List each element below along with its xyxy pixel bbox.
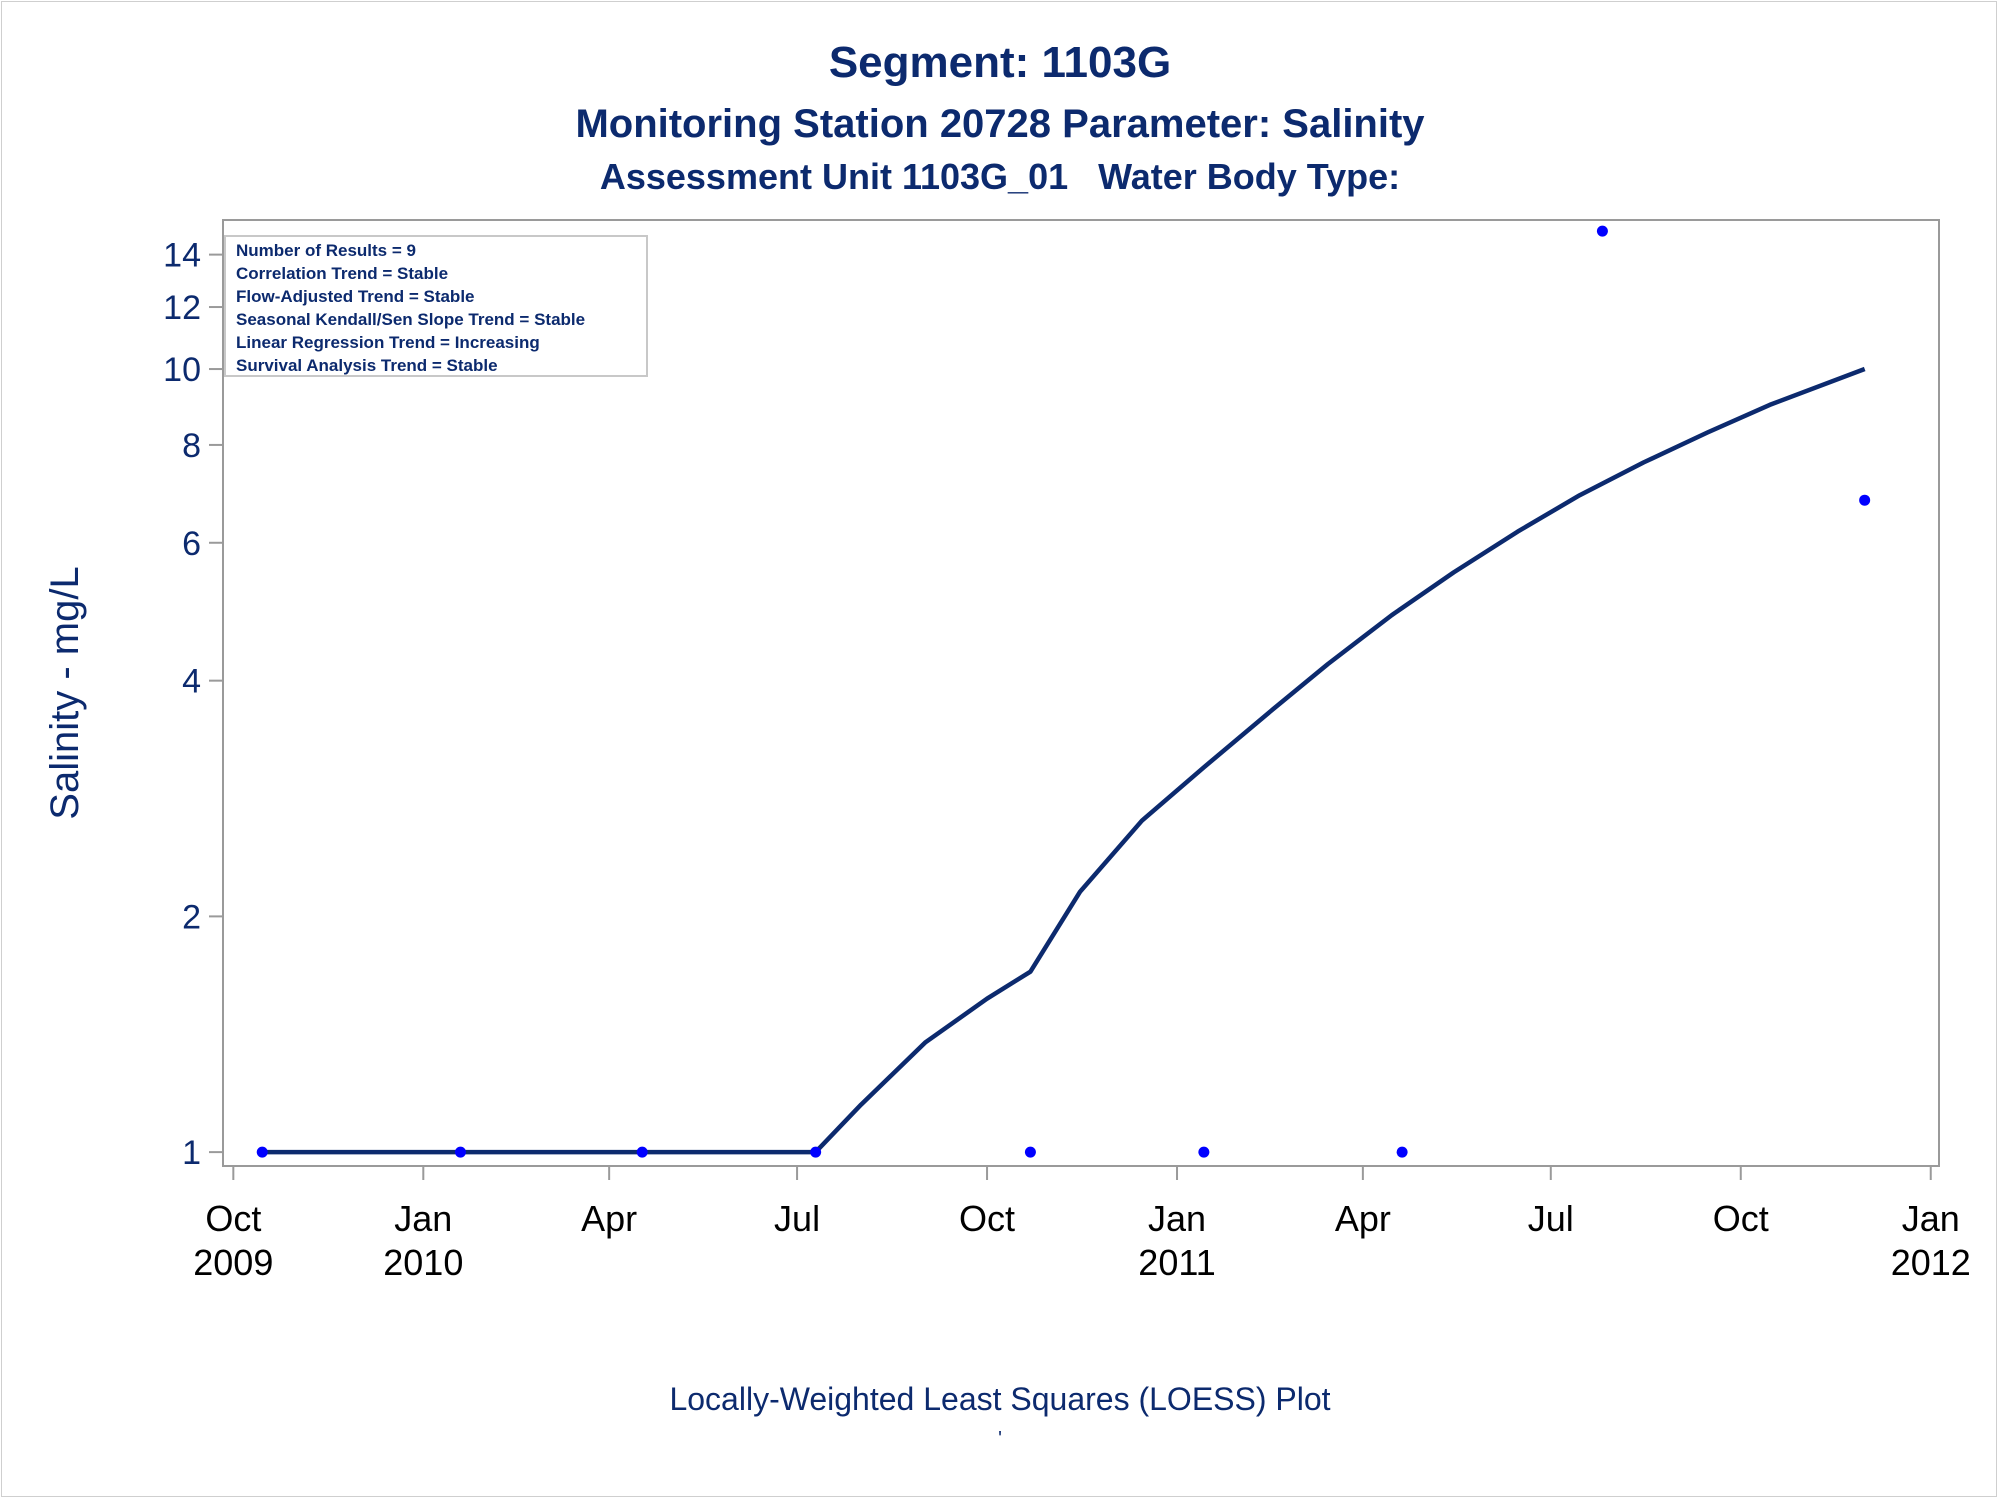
y-tick-label: 1 [182,1134,201,1172]
x-tick-label: 2010 [383,1242,463,1283]
x-tick-label: Apr [1335,1198,1391,1239]
plot-area [222,219,1940,1167]
y-tick-label: 14 [163,237,201,275]
y-tick-label: 12 [163,289,201,327]
x-tick-label: Oct [1713,1198,1769,1239]
chart-subtitle-assessment-unit: Assessment Unit 1103G_01 Water Body Type… [599,156,1401,197]
y-tick-label: 10 [163,351,201,389]
footnote-mark: ' [998,1428,1002,1450]
x-tick-label: 2009 [193,1242,273,1283]
y-axis-label: Salinity - mg/L [43,566,87,819]
x-tick-label: Jan [1902,1198,1960,1239]
data-point [1596,225,1608,237]
data-point [256,1146,268,1158]
data-points-series [256,225,1871,1158]
trend-summary-line: Correlation Trend = Stable [236,264,448,283]
x-tick-label: Jan [1148,1198,1206,1239]
data-point [1198,1146,1210,1158]
trend-summary-line: Linear Regression Trend = Increasing [236,333,540,352]
data-point [1024,1146,1036,1158]
y-tick-label: 4 [182,663,201,701]
trend-summary-box: Number of Results = 9 Correlation Trend =… [224,235,648,377]
trend-summary-line: Survival Analysis Trend = Stable [236,356,498,375]
x-tick-label: Jul [1528,1198,1574,1239]
chart-title: Segment: 1103G [828,38,1172,87]
x-tick-label: Jan [394,1198,452,1239]
trend-summary-box-border [224,235,648,377]
x-tick-label: Apr [581,1198,637,1239]
x-tick-label: Jul [774,1198,820,1239]
x-tick-label: 2012 [1891,1242,1971,1283]
y-tick-label: 8 [182,427,201,465]
y-tick-label: 2 [182,898,201,936]
loess-line-series [262,366,1866,1155]
x-tick-label: Oct [959,1198,1015,1239]
data-point [636,1146,648,1158]
trend-summary-line: Number of Results = 9 [236,241,416,260]
chart-subtitle-station: Monitoring Station 20728 Parameter: Sali… [575,102,1425,146]
loess-line [262,366,1866,1155]
footnote: Locally-Weighted Least Squares (LOESS) P… [669,1381,1331,1417]
data-point [810,1146,822,1158]
x-tick-label: 2011 [1138,1242,1215,1283]
data-point [1396,1146,1408,1158]
data-point [1859,494,1871,506]
trend-summary-line: Flow-Adjusted Trend = Stable [236,287,475,306]
trend-summary-line: Seasonal Kendall/Sen Slope Trend = Stabl… [236,310,585,329]
data-point [454,1146,466,1158]
x-tick-label: Oct [205,1198,261,1239]
y-tick-label: 6 [182,525,201,563]
